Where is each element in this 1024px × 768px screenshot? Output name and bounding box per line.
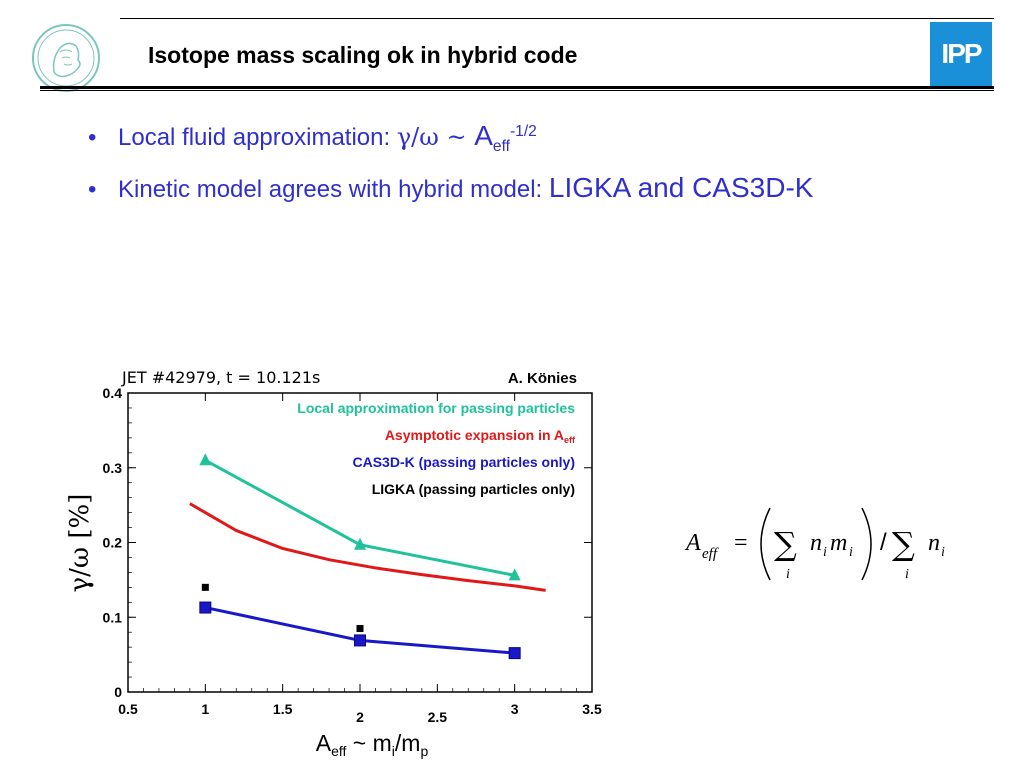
formula-term-m: m	[830, 530, 847, 556]
page-title: Isotope mass scaling ok in hybrid code	[148, 42, 578, 68]
legend-entry: LIGKA (passing particles only)	[372, 481, 575, 497]
bullet-1-expr-main: A	[474, 120, 493, 151]
series-line	[189, 502, 546, 592]
header-rule-thin	[40, 90, 994, 91]
formula-right-paren	[861, 507, 872, 581]
x-axis-label-part: i	[392, 743, 395, 759]
formula-left-paren	[760, 507, 771, 581]
formula-index-1: i	[786, 567, 790, 582]
legend-entry: Local approximation for passing particle…	[297, 400, 575, 416]
chart-annotation-shot: JET #42979, t = 10.121s	[121, 368, 320, 387]
y-tick-label: 0.3	[103, 460, 123, 476]
header-rule	[40, 86, 994, 89]
formula-term-n2: n	[928, 530, 940, 556]
x-tick-label: 1	[201, 701, 209, 717]
data-point-small-square	[201, 583, 209, 591]
legend-entry: CAS3D-K (passing particles only)	[353, 454, 576, 470]
x-tick-label: 2.5	[428, 709, 448, 725]
data-point-small-square	[356, 624, 364, 632]
y-axis-label-symbol: γ/ω	[65, 539, 95, 593]
x-axis-label-part: A	[316, 730, 332, 756]
x-tick-label: 1.5	[273, 701, 293, 717]
x-axis-label-part: eff	[331, 743, 346, 759]
formula-sum-2: ∑	[892, 525, 915, 563]
top-rule	[120, 18, 994, 19]
max-planck-logo-icon	[32, 24, 100, 92]
y-tick-label: 0.2	[103, 535, 123, 551]
bullet-1-expr: γ/ω ~	[396, 123, 475, 151]
y-tick-label: 0	[114, 684, 122, 700]
chart-annotation-author: A. Könies	[508, 370, 577, 387]
bullet-1-expr-sub: eff	[492, 137, 510, 155]
bullet-dot: •	[88, 124, 97, 151]
bullet-kinetic-model: • Kinetic model agrees with hybrid model:…	[88, 172, 813, 204]
aeff-formula: A eff = ∑ i n i m i / ∑ i n i	[684, 507, 945, 582]
y-tick-label: 0.1	[103, 609, 123, 625]
formula-term-n2-sub: i	[941, 545, 945, 560]
data-point-square	[354, 634, 366, 647]
data-point-square	[508, 647, 521, 660]
formula-index-2: i	[905, 567, 909, 582]
ipp-logo-text: IPP	[941, 38, 982, 69]
legend-entry-main: Asymptotic expansion in A	[385, 427, 564, 443]
data-point-triangle	[199, 453, 212, 466]
x-axis-label-part: /m	[395, 730, 421, 756]
x-tick-label: 3.5	[582, 701, 602, 717]
formula-equals: =	[734, 530, 748, 556]
data-point-triangle	[354, 537, 366, 550]
legend-entry-sub: eff	[564, 435, 576, 445]
formula-lhs-sub: eff	[702, 546, 719, 562]
bullet-dot: •	[88, 176, 97, 203]
bullet-2-text: Kinetic model agrees with hybrid model:	[118, 176, 549, 203]
y-tick-label: 0.4	[103, 385, 123, 401]
x-tick-label: 2	[356, 709, 364, 725]
data-point-triangle	[508, 568, 521, 581]
formula-term-n: n	[810, 530, 822, 556]
y-axis-label-unit: [%]	[65, 494, 95, 539]
series-line	[204, 458, 515, 577]
x-axis-label-part: p	[420, 743, 428, 759]
x-axis-label: Aeff ~ mi/mp	[316, 730, 429, 759]
bullet-1-expr-sup: -1/2	[509, 123, 537, 140]
formula-lhs: A	[684, 530, 701, 556]
data-point-square	[199, 601, 212, 614]
x-tick-label: 0.5	[118, 701, 138, 717]
x-axis-label-part: ~ m	[346, 730, 391, 756]
bullet-2-emphasis: LIGKA and CAS3D-K	[548, 172, 814, 203]
ipp-logo: IPP	[930, 22, 992, 86]
bullet-1-text: Local fluid approximation:	[118, 124, 397, 151]
formula-term-n-sub: i	[823, 545, 827, 560]
legend-entry: Asymptotic expansion in Aeff	[385, 427, 576, 445]
x-tick-label: 3	[511, 701, 519, 717]
formula-slash: /	[880, 529, 887, 556]
formula-sum-1: ∑	[774, 525, 797, 563]
y-axis-label: γ/ω [%]	[65, 494, 95, 593]
bullet-local-fluid: • Local fluid approximation: γ/ω ~ Aeff-1…	[88, 120, 537, 156]
formula-term-m-sub: i	[849, 545, 853, 560]
